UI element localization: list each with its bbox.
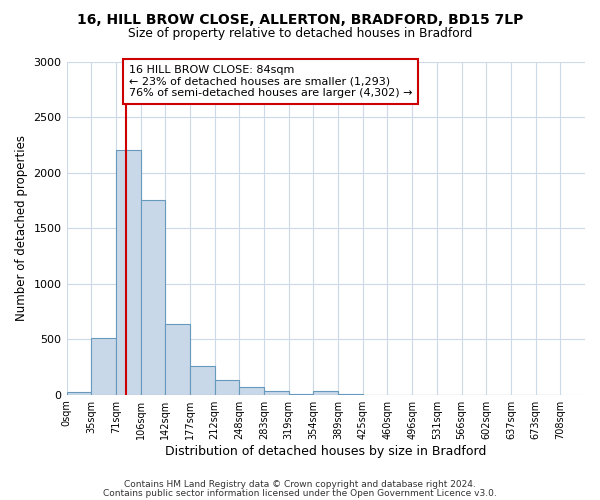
Bar (116, 150, 140, 394)
Text: 16, HILL BROW CLOSE, ALLERTON, BRADFORD, BD15 7LP: 16, HILL BROW CLOSE, ALLERTON, BRADFORD,… (77, 12, 523, 26)
Bar (165, 324, 190, 394)
Text: Size of property relative to detached houses in Bradford: Size of property relative to detached ho… (128, 28, 472, 40)
Text: Contains HM Land Registry data © Crown copyright and database right 2024.: Contains HM Land Registry data © Crown c… (124, 480, 476, 489)
Text: Contains public sector information licensed under the Open Government Licence v3: Contains public sector information licen… (103, 488, 497, 498)
Bar (264, 392, 289, 394)
Y-axis label: Number of detached properties: Number of detached properties (15, 135, 28, 321)
Bar (313, 392, 338, 394)
Bar (190, 366, 215, 394)
Text: 16 HILL BROW CLOSE: 84sqm
← 23% of detached houses are smaller (1,293)
76% of se: 16 HILL BROW CLOSE: 84sqm ← 23% of detac… (128, 65, 412, 98)
Bar (67, 392, 91, 394)
Bar (239, 387, 264, 394)
Bar (140, 200, 165, 394)
Bar (91, 338, 116, 394)
X-axis label: Distribution of detached houses by size in Bradford: Distribution of detached houses by size … (165, 444, 487, 458)
Bar (215, 380, 239, 394)
